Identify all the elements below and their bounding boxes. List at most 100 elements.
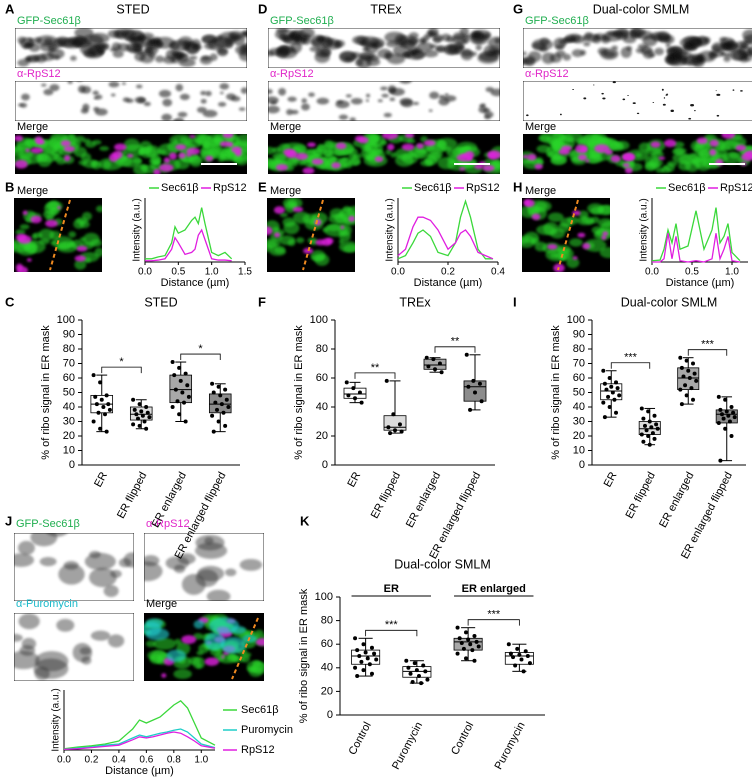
- image-speck: [94, 247, 102, 258]
- image-speck: [135, 84, 143, 89]
- image-speck: [338, 223, 352, 237]
- image-speck: [667, 160, 678, 167]
- image-speck: [30, 215, 42, 224]
- image-speck: [601, 235, 607, 240]
- image-speck: [27, 37, 34, 44]
- image-speck: [715, 90, 717, 92]
- data-point: [525, 654, 530, 658]
- data-point: [689, 386, 694, 391]
- image-speck: [189, 55, 198, 60]
- image-speck: [295, 152, 308, 160]
- image-speck: [610, 155, 621, 163]
- image-speck: [22, 210, 28, 216]
- image-speck: [162, 98, 173, 107]
- image-speck: [193, 619, 205, 629]
- data-point: [145, 410, 150, 415]
- significance-label: **: [371, 362, 380, 374]
- data-point: [602, 381, 607, 386]
- image-speck: [307, 237, 318, 244]
- y-tick-label: 90: [63, 328, 75, 340]
- panel-label: B: [5, 179, 14, 194]
- data-point: [369, 671, 374, 676]
- image-speck: [413, 48, 422, 54]
- image-speck: [662, 103, 666, 106]
- panel-label: D: [258, 1, 267, 16]
- image-speck: [716, 114, 720, 117]
- image-speck: [90, 630, 111, 641]
- image-speck: [275, 164, 288, 171]
- significance-bracket: [467, 619, 520, 626]
- image-speck: [622, 98, 626, 101]
- image-speck: [547, 212, 564, 223]
- image-speck: [622, 152, 635, 162]
- image-speck: [34, 136, 43, 144]
- y-tick-label: 0: [579, 459, 585, 471]
- data-point: [365, 656, 370, 661]
- data-point: [213, 400, 218, 405]
- data-point: [384, 378, 389, 383]
- image-speck: [38, 228, 55, 241]
- image-speck: [241, 654, 250, 663]
- image-speck: [523, 154, 529, 159]
- y-tick-label: 50: [63, 386, 75, 398]
- image-speck: [293, 211, 310, 224]
- image-speck: [652, 101, 655, 103]
- image-speck: [230, 625, 247, 635]
- data-point: [416, 674, 421, 679]
- y-tick-label: 30: [573, 415, 585, 427]
- image-speck: [527, 153, 537, 161]
- x-tick-label: ER flipped: [115, 470, 149, 520]
- image-speck: [311, 158, 324, 165]
- image-speck: [718, 144, 731, 151]
- image-speck: [348, 153, 357, 161]
- image-speck: [299, 28, 315, 39]
- image-speck: [487, 36, 500, 49]
- legend-label: Sec61β: [161, 182, 199, 194]
- data-point: [104, 429, 109, 434]
- data-point: [716, 394, 721, 399]
- data-point: [602, 415, 607, 420]
- image-speck: [301, 103, 310, 111]
- data-point: [216, 384, 221, 389]
- image-speck: [607, 31, 617, 37]
- data-point: [649, 425, 654, 430]
- image-speck: [335, 142, 347, 150]
- image-speck: [179, 93, 190, 101]
- image-speck: [153, 168, 161, 174]
- image-speck: [485, 86, 494, 93]
- data-point: [652, 436, 657, 441]
- image-speck: [475, 44, 482, 51]
- data-point: [94, 402, 99, 407]
- data-point: [131, 397, 136, 402]
- channel-label: α-Puromycin: [16, 598, 78, 610]
- panel-label: H: [513, 179, 522, 194]
- image-speck: [72, 642, 93, 663]
- x-tick-label: Control: [449, 720, 476, 757]
- image-speck: [665, 42, 671, 48]
- image-speck: [335, 100, 350, 109]
- image-speck: [241, 30, 247, 36]
- image-speck: [177, 52, 189, 63]
- data-point: [178, 378, 183, 383]
- image-speck: [301, 36, 312, 45]
- image-speck: [107, 29, 121, 39]
- image-speck: [331, 162, 341, 169]
- image-speck: [387, 143, 395, 151]
- image-speck: [627, 94, 629, 96]
- x-axis-label: Distance (µm): [666, 277, 735, 289]
- image-speck: [95, 94, 103, 100]
- crop-label: Merge: [270, 185, 301, 197]
- image-speck: [200, 90, 207, 96]
- micrograph: [15, 28, 247, 68]
- image-speck: [723, 55, 731, 63]
- image-speck: [326, 224, 341, 232]
- significance-bracket: [434, 346, 476, 353]
- data-point: [211, 390, 216, 395]
- data-point: [369, 645, 374, 650]
- x-tick-label: 0.0: [138, 267, 152, 278]
- x-tick-label: ER: [345, 470, 363, 489]
- image-speck: [206, 589, 231, 601]
- data-point: [106, 402, 111, 407]
- image-speck: [192, 656, 206, 669]
